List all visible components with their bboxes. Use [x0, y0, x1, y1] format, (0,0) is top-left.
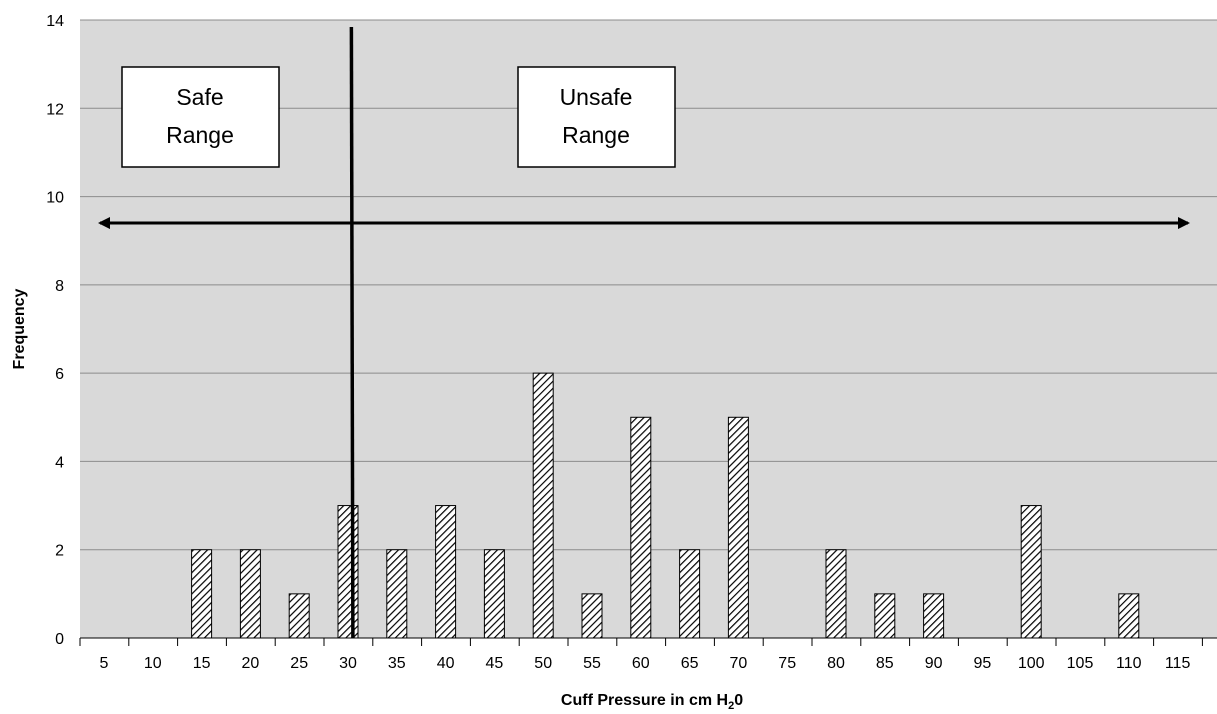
bar-80: [825, 549, 847, 639]
unsafe-range-box: Unsafe Range: [517, 66, 676, 168]
x-tick-label: 25: [290, 655, 308, 672]
bar-65: [679, 549, 701, 639]
y-tick-label: 12: [46, 101, 64, 118]
x-axis-ticks: 5 10 15 20 25 30 35 40 45 50 55 60 65 70 75 80 85 90 95 100…: [79, 638, 1203, 672]
bar-40: [435, 505, 457, 639]
y-tick-label: 0: [55, 631, 64, 648]
bar-55: [581, 593, 603, 639]
bar-30: [337, 505, 359, 639]
bar-15: [191, 549, 213, 639]
y-tick-label: 2: [55, 543, 64, 560]
x-tick-label: 55: [583, 655, 601, 672]
unsafe-range-line-2: Range: [562, 122, 630, 148]
bar-20: [239, 549, 261, 639]
x-tick-label: 90: [925, 655, 943, 672]
x-tick-label: 20: [242, 655, 260, 672]
y-tick-label: 6: [55, 366, 64, 383]
safe-range-box: Safe Range: [121, 66, 280, 168]
y-axis-title: Frequency: [11, 288, 28, 369]
x-tick-label: 115: [1165, 655, 1191, 672]
x-tick-label: 95: [974, 655, 992, 672]
bar-100: [1020, 505, 1042, 639]
threshold-line: [349, 26, 355, 639]
safe-range-line-2: Range: [166, 122, 234, 148]
x-tick-label: 105: [1067, 655, 1094, 672]
bar-90: [923, 593, 945, 639]
x-tick-label: 60: [632, 655, 650, 672]
y-tick-label: 4: [55, 454, 64, 471]
x-tick-label: 40: [437, 655, 455, 672]
bar-110: [1118, 593, 1140, 639]
x-tick-label: 45: [486, 655, 504, 672]
bar-60: [630, 416, 652, 639]
bar-45: [483, 549, 505, 639]
y-tick-label: 10: [46, 190, 64, 207]
x-tick-label: 35: [388, 655, 406, 672]
y-tick-label: 14: [46, 13, 64, 30]
bar-25: [288, 593, 310, 639]
x-tick-label: 65: [681, 655, 699, 672]
y-axis-ticks: 0 2 4 6 8 10 12 14: [46, 13, 64, 648]
x-tick-label: 15: [193, 655, 211, 672]
x-tick-label: 70: [730, 655, 748, 672]
x-tick-label: 85: [876, 655, 894, 672]
x-tick-label: 75: [778, 655, 796, 672]
x-tick-label: 80: [827, 655, 845, 672]
x-tick-label: 10: [144, 655, 162, 672]
bar-35: [386, 549, 408, 639]
safe-range-line-1: Safe: [176, 84, 223, 110]
bar-85: [874, 593, 896, 639]
x-tick-label: 100: [1018, 655, 1045, 672]
bars: [191, 372, 1140, 639]
x-tick-label: 110: [1116, 655, 1142, 672]
unsafe-range-line-1: Unsafe: [560, 84, 633, 110]
bar-70: [727, 416, 749, 639]
x-tick-label: 5: [100, 655, 109, 672]
x-tick-label: 50: [534, 655, 552, 672]
x-tick-label: 30: [339, 655, 357, 672]
y-tick-label: 8: [55, 278, 64, 295]
bar-50: [532, 372, 554, 639]
x-axis-title: Cuff Pressure in cm H20: [561, 692, 743, 712]
